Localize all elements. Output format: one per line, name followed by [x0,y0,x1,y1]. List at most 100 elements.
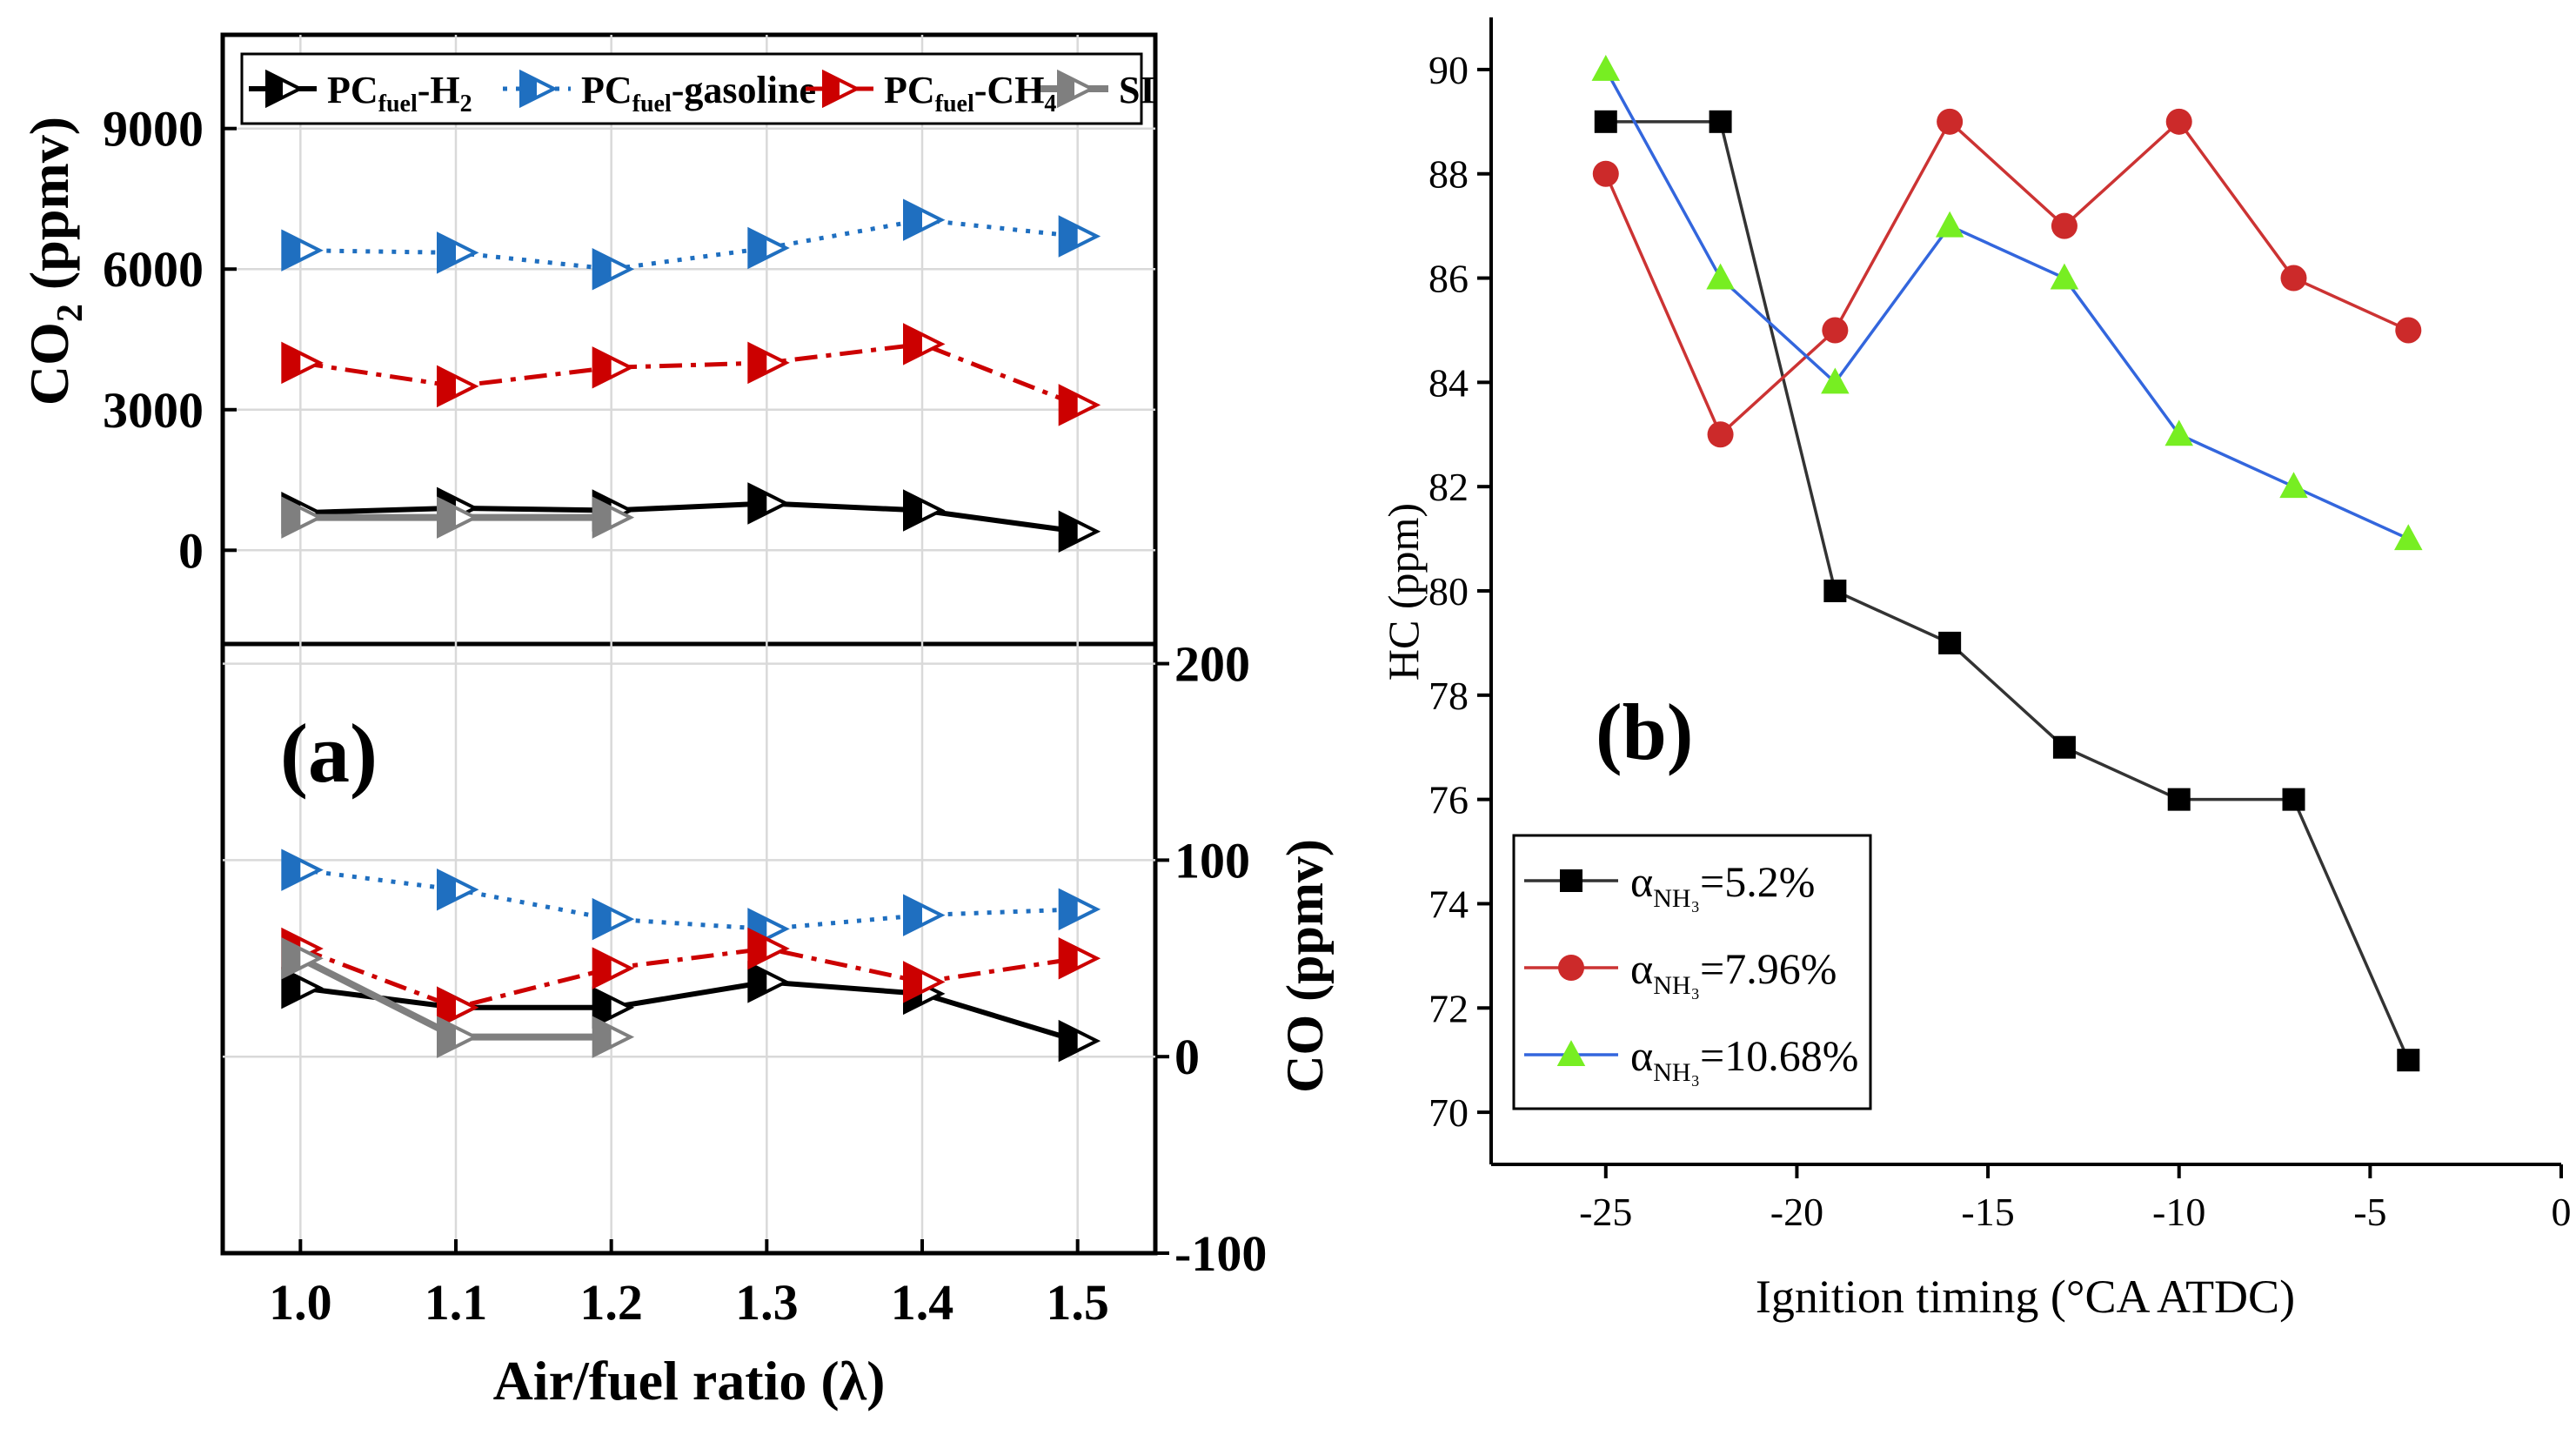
s3-marker [1706,263,1735,290]
s2-marker [2395,317,2422,344]
h2-line [299,979,1079,1043]
si-marker-fill [593,499,612,536]
hc-y-tick-label: 78 [1429,674,1469,718]
h2-legend-label: PCfuel-H2 [327,69,472,117]
h2-marker-fill [1060,513,1078,550]
co2-series [281,198,1101,553]
ch4-marker-fill [438,989,456,1026]
hc-y-tick-label: 82 [1429,465,1469,509]
gasoline-marker-fill [283,231,301,269]
ch4-marker-fill [283,344,301,381]
s2-legend-label: αNH₃=7.96% [1630,944,1837,1000]
co2-y-tick-label: 9000 [103,101,204,158]
ch4-marker-fill [438,367,456,405]
h2-legend-marker-fill [267,72,283,105]
h2-marker-fill [905,492,922,529]
si-legend-marker-fill [1059,72,1074,105]
panel-b-x-tick-label: -10 [2152,1190,2205,1234]
s1-marker [2397,1049,2420,1072]
panel-a-x-tick-label: 1.2 [579,1274,643,1331]
s2-legend-marker [1558,955,1584,981]
s2-marker [1707,421,1734,448]
gasoline-marker-fill [438,234,456,272]
gasoline-marker-fill [905,896,922,934]
panel-b-x-axis-label: Ignition timing (°CA ATDC) [1756,1271,2295,1323]
s2-marker [1822,317,1849,344]
panel-b-axes: 70 72 74 76 78 80 82 84 86 88 90 -25 -20 -15 -10 -5 0 [1429,17,2572,1234]
hc-y-tick-label: 80 [1429,569,1469,614]
co-series [281,848,1101,1063]
panel-b-x-tick-label: -5 [2353,1190,2386,1234]
panel-a: 0 3000 6000 9000 CO2 (ppmv) -100 0 100 200 CO … [18,32,1334,1412]
h2-marker-fill [283,969,301,1007]
ch4-marker-fill [1060,386,1078,424]
panel-b-label: (b) [1596,687,1693,776]
co2-y-tick-label: 0 [178,522,204,579]
hc-y-tick-label: 72 [1429,986,1469,1030]
h2-marker-fill [749,485,767,522]
s1-marker [2052,735,2076,759]
co2-axis-label: CO2 (ppmv) [18,117,90,406]
panel-a-x-axis-label: Air/fuel ratio (λ) [493,1350,886,1412]
ch4-marker-fill [749,930,767,967]
panel-b-x-tick-label: -15 [1961,1190,2014,1234]
hc-y-tick-label: 90 [1429,48,1469,92]
gasoline-marker-fill [438,871,456,909]
co2-y-tick-label: 3000 [103,382,204,439]
s1-marker [1823,580,1847,602]
co-y-axis: -100 0 100 200 [1155,636,1267,1282]
si-marker-fill [438,1018,456,1056]
ch4-legend-label: PCfuel-CH4 [884,69,1056,117]
gasoline-marker-fill [905,201,922,238]
s1-legend-label: αNH₃=5.2% [1630,857,1815,913]
hc-y-tick-label: 88 [1429,152,1469,197]
panel-b-legend: αNH₃=5.2% αNH₃=7.96% αNH₃=10.68% [1512,834,1872,1110]
co-y-tick-label: 100 [1174,832,1250,889]
hc-series [1591,55,2423,1072]
s1-marker [1938,631,1962,654]
panel-a-x-tick-label: 1.4 [891,1274,954,1331]
s3-marker [1935,211,1964,238]
panel-a-x-tick-label: 1.5 [1046,1274,1109,1331]
ch4-marker-fill [749,344,767,381]
s3-legend-label: αNH₃=10.68% [1630,1031,1858,1087]
h2-line [300,500,1079,534]
s1-marker [1709,110,1732,133]
s3-line [1604,69,2410,540]
co-axis-label: CO (ppmv) [1276,839,1334,1093]
ch4-marker-fill [1060,940,1078,977]
s3-marker [2165,419,2193,446]
gasoline-marker-fill [1060,218,1078,255]
ch4-marker-fill [593,949,612,987]
s1-line [1605,120,2410,1061]
s2-line [1604,119,2410,438]
gasoline-marker-fill [593,251,612,288]
gasoline-legend-marker-fill [521,72,537,105]
gasoline-marker-fill [283,851,301,889]
s2-marker [2165,108,2192,135]
panel-a-label: (a) [280,707,378,800]
hc-y-tick-label: 74 [1429,882,1469,926]
s3-marker [2394,524,2423,551]
gasoline-line [300,218,1078,272]
s2-marker [1592,160,1619,187]
panel-a-legend-box [240,52,1143,125]
panel-b-x-tick-label: 0 [2552,1190,2572,1234]
si-marker-fill [438,499,456,536]
si-marker-fill [283,499,301,536]
gasoline-line [300,868,1078,931]
s3-legend-marker [1556,1040,1586,1066]
s1-marker [1594,110,1617,133]
ch4-marker-fill [905,963,922,1001]
panel-a-x-tick-label: 1.1 [425,1274,488,1331]
panel-a-x-axis: 1.0 1.1 1.2 1.3 1.4 1.5 [269,1239,1109,1331]
panel-b-x-tick-label: -25 [1579,1190,1632,1234]
s1-marker [2167,788,2191,811]
co2-y-axis: 0 3000 6000 9000 [103,101,237,579]
hc-y-tick-label: 84 [1429,360,1469,405]
s3-marker [1591,55,1621,81]
s3-marker [2279,472,2308,499]
gasoline-marker-fill [593,901,612,938]
h2-marker-fill [749,963,767,1001]
s3-marker [2050,263,2079,290]
